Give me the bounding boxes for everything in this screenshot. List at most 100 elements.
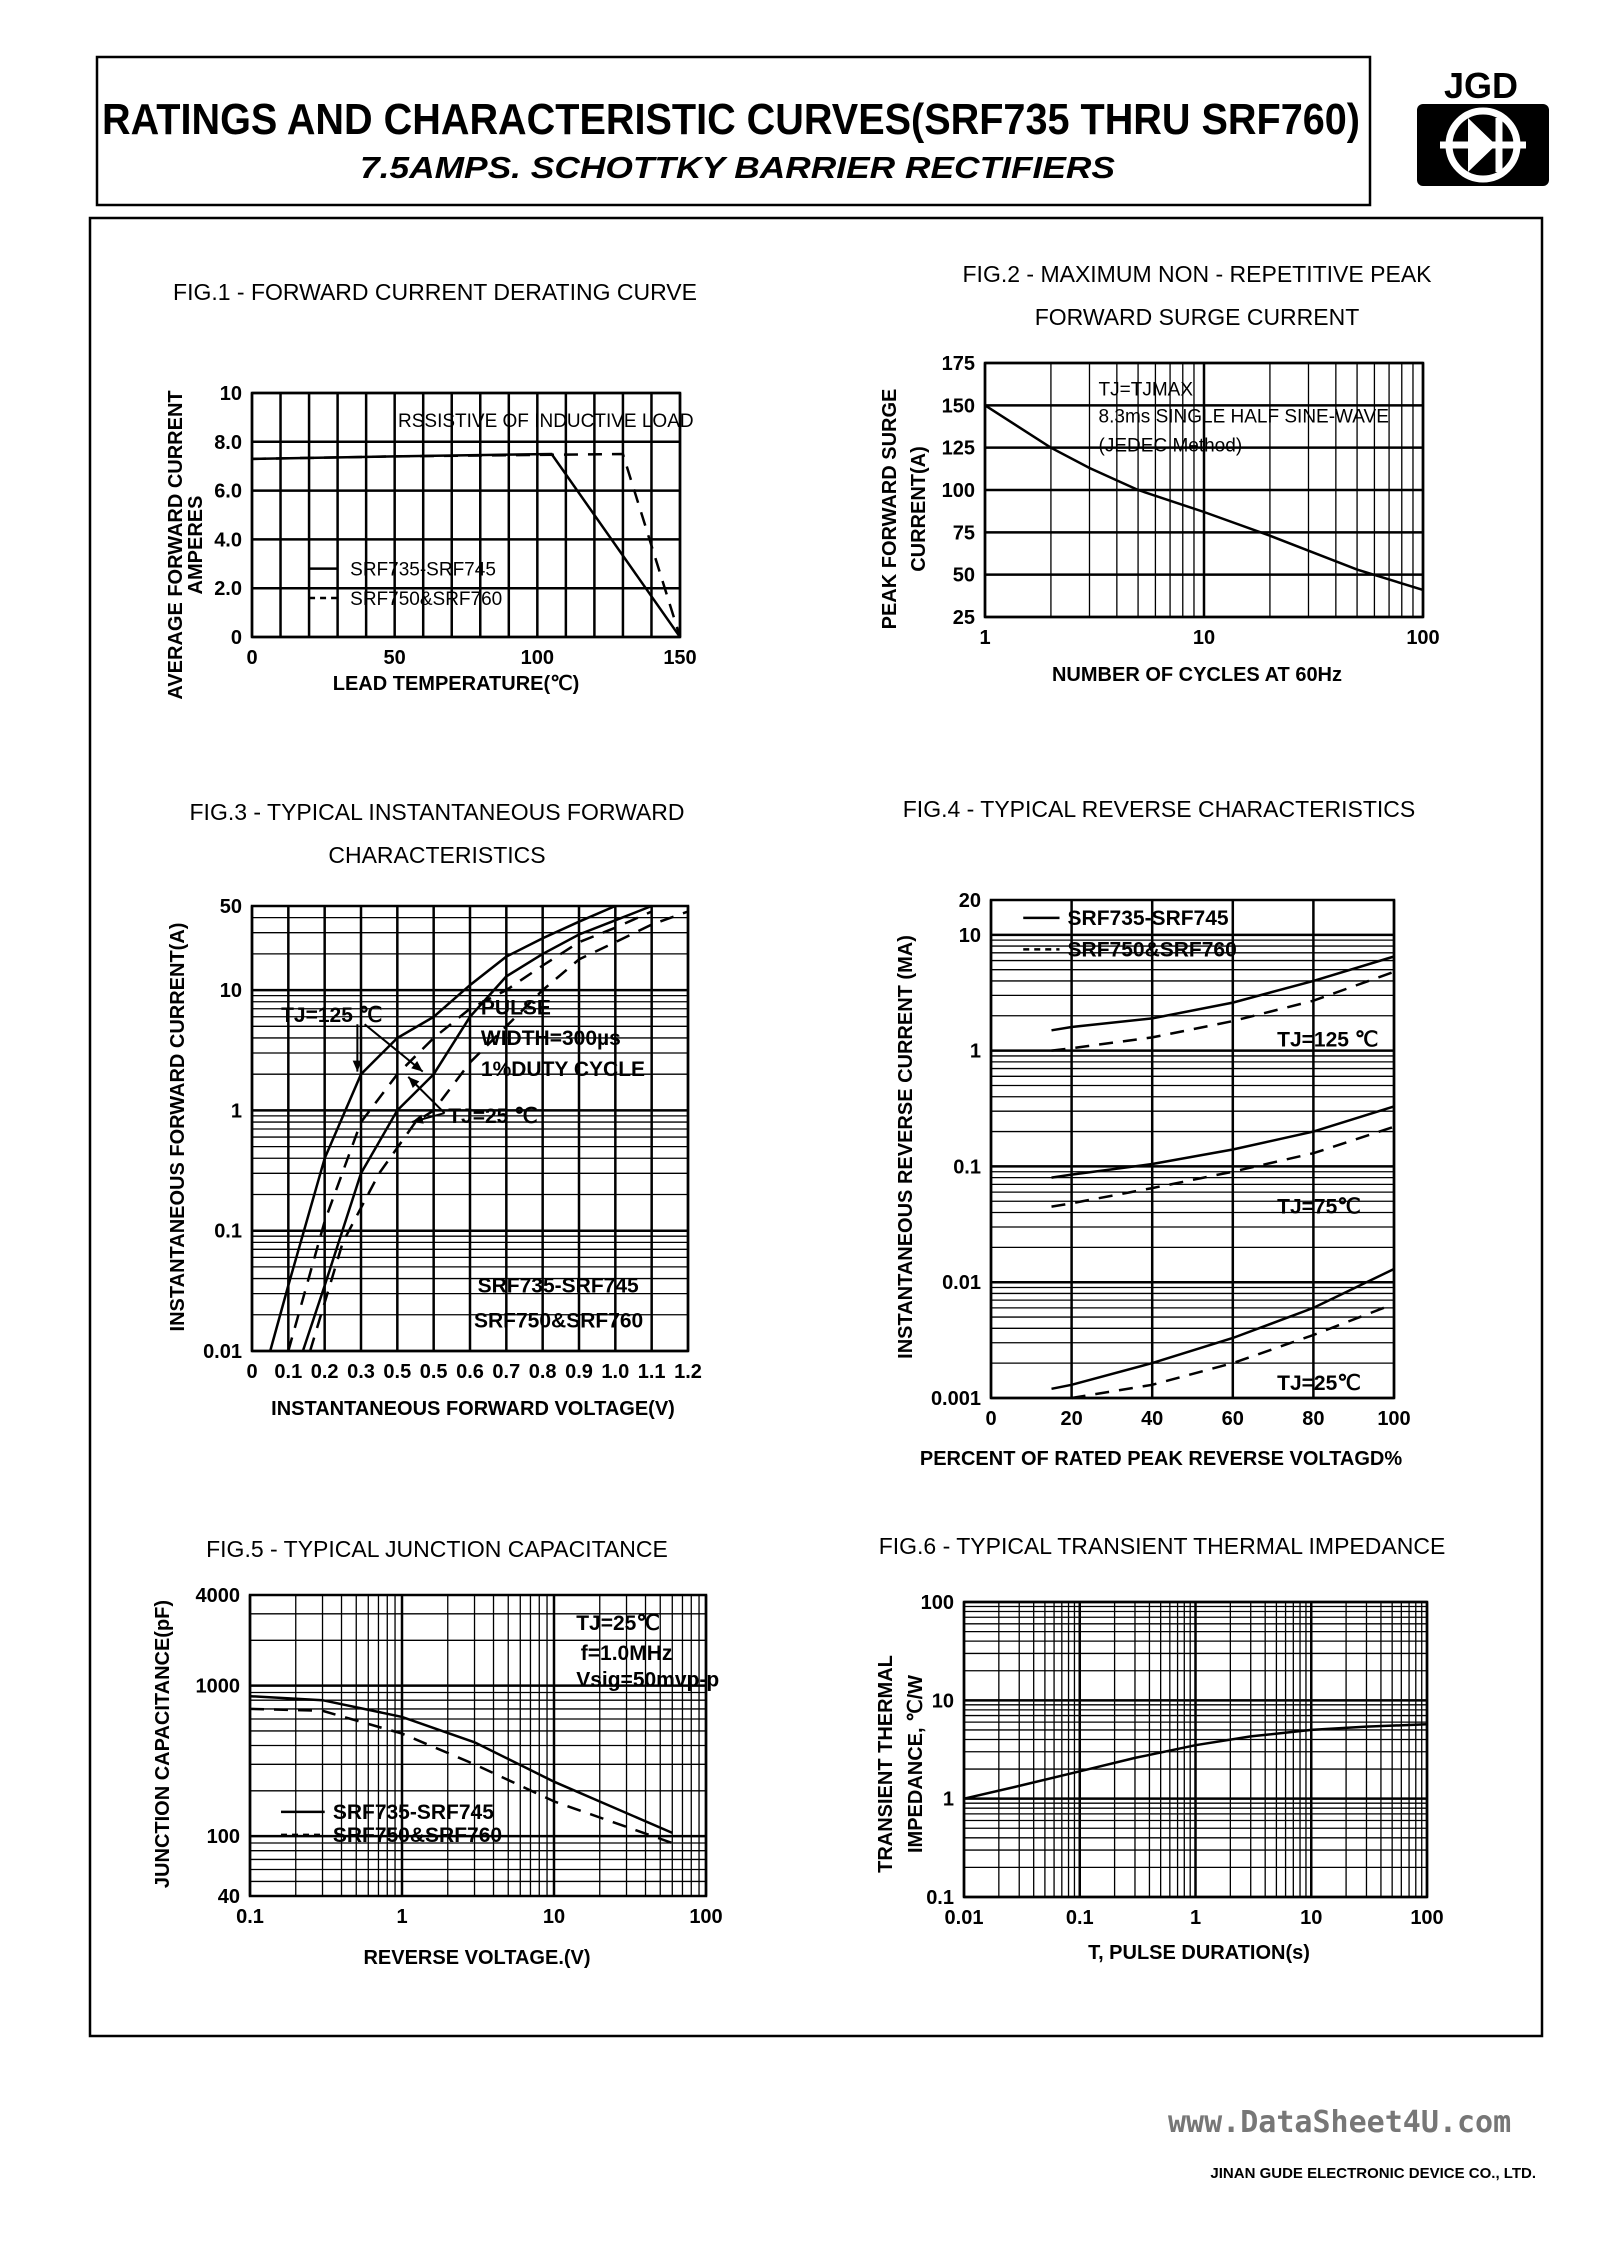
y-tick-label: 0.001 — [931, 1388, 981, 1410]
y-tick-label: 1 — [943, 1789, 954, 1811]
chart-title: FIG.3 - TYPICAL INSTANTANEOUS FORWARD — [190, 799, 685, 825]
x-tick-label: 0.5 — [383, 1361, 411, 1383]
x-tick-label: 1.2 — [674, 1361, 702, 1383]
y-tick-label: 100 — [207, 1826, 240, 1848]
plot-frame — [962, 1600, 1429, 1899]
x-tick-label: 0 — [985, 1408, 996, 1430]
series-line-dashed — [1071, 1302, 1395, 1400]
x-tick-label: 1 — [979, 627, 990, 649]
x-axis-label: NUMBER OF CYCLES AT 60Hz — [1052, 664, 1342, 686]
y-tick-label: 1 — [231, 1100, 242, 1122]
annotation: f=1.0MHz — [581, 1642, 673, 1665]
diode-triangle — [1468, 118, 1496, 172]
x-tick-label: 0.8 — [529, 1361, 557, 1383]
y-tick-label: 0.1 — [953, 1156, 981, 1178]
y-tick-label: 125 — [942, 438, 975, 460]
annotation: TJ=TJMAX — [1099, 379, 1194, 400]
y-tick-label: 10 — [220, 980, 242, 1002]
annotation: (JEDEC Method) — [1099, 435, 1243, 456]
x-axis-label: LEAD TEMPERATURE(℃) — [333, 673, 580, 695]
y-axis-label: JUNCTION CAPACITANCE(pF) — [152, 1600, 174, 1888]
y-tick-label: 0.01 — [203, 1341, 242, 1363]
series-line-solid — [249, 1694, 673, 1835]
arrowhead-icon — [352, 1060, 363, 1072]
annotation: TJ=25 ℃ — [448, 1105, 538, 1128]
x-tick-label: 1.0 — [601, 1361, 629, 1383]
x-tick-label: 0.5 — [420, 1361, 448, 1383]
page-subtitle: 7.5AMPS. SCHOTTKY BARRIER RECTIFIERS — [360, 150, 1115, 185]
x-tick-label: 1 — [1190, 1907, 1201, 1929]
annotation: 1%DUTY CYCLE — [481, 1058, 645, 1081]
series-line-dashed — [249, 1707, 673, 1845]
series-line-solid — [1051, 955, 1395, 1032]
x-tick-label: 150 — [663, 647, 696, 669]
header-box — [95, 55, 1372, 207]
chart-title: CHARACTERISTICS — [328, 842, 545, 868]
plot-frame — [248, 1593, 708, 1898]
y-tick-label: 50 — [220, 896, 242, 918]
grid — [962, 1600, 1429, 1899]
y-tick-label: 1 — [970, 1041, 981, 1063]
annotation: Vsig=50mvp-p — [576, 1668, 719, 1691]
y-tick-label: 10 — [220, 383, 242, 405]
grid — [248, 1594, 708, 1897]
annotation: PULSE — [481, 996, 551, 1019]
chart-title: FIG.2 - MAXIMUM NON - REPETITIVE PEAK — [963, 261, 1433, 287]
x-tick-label: 100 — [521, 647, 554, 669]
grid — [989, 899, 1396, 1400]
chart-title: FIG.6 - TYPICAL TRANSIENT THERMAL IMPEDA… — [879, 1533, 1446, 1559]
plot-frame — [250, 391, 682, 639]
x-axis-label: REVERSE VOLTAGE.(V) — [363, 1947, 590, 1969]
annotation: TJ=125 ℃ — [1277, 1028, 1378, 1051]
legend-label: SRF750&SRF760 — [474, 1309, 643, 1332]
x-tick-label: 40 — [1141, 1408, 1163, 1430]
annotation: TJ=25℃ — [576, 1612, 660, 1635]
y-tick-label: 100 — [921, 1592, 954, 1614]
y-tick-label: 20 — [959, 890, 981, 912]
y-tick-label: 10 — [932, 1690, 954, 1712]
page-title: RATINGS AND CHARACTERISTIC CURVES(SRF735… — [102, 95, 1360, 144]
x-tick-label: 0.01 — [945, 1907, 984, 1929]
legend-label: SRF750&SRF760 — [350, 589, 502, 610]
x-axis-label: T, PULSE DURATION(s) — [1088, 1942, 1310, 1964]
x-tick-label: 10 — [1193, 627, 1215, 649]
y-axis-label: INSTANTANEOUS FORWARD CURRENT(A) — [167, 923, 189, 1332]
chart-title: FIG.5 - TYPICAL JUNCTION CAPACITANCE — [206, 1536, 668, 1562]
y-tick-label: 0.01 — [942, 1272, 981, 1294]
x-axis-label: INSTANTANEOUS FORWARD VOLTAGE(V) — [271, 1398, 675, 1420]
series-line-solid — [963, 1723, 1428, 1800]
x-tick-label: 0.1 — [274, 1361, 302, 1383]
chart-fig4: 0 20 40 60 80 100 0.001 0.01 0.1 1 10 20 FIG.4 - TYP… — [895, 796, 1415, 1470]
x-tick-label: 0.1 — [1066, 1907, 1094, 1929]
series-line-dashed — [287, 910, 653, 1352]
x-axis-label: PERCENT OF RATED PEAK REVERSE VOLTAGD% — [920, 1448, 1402, 1470]
logo-text: JGD — [1444, 65, 1518, 106]
x-tick-label: 0.6 — [456, 1361, 484, 1383]
annotation: RSSISTIVE OF INDUCTIVE LOAD — [398, 411, 694, 432]
y-axis-label: IMPEDANCE, ℃/W — [905, 1675, 927, 1853]
chart-title: FIG.1 - FORWARD CURRENT DERATING CURVE — [173, 279, 697, 305]
x-tick-label: 100 — [1410, 1907, 1443, 1929]
y-axis-label: PEAK FORWARD SURGE — [879, 389, 901, 630]
x-tick-label: 60 — [1222, 1408, 1244, 1430]
y-tick-label: 75 — [953, 522, 975, 544]
x-tick-label: 1.1 — [638, 1361, 666, 1383]
arrowhead-icon — [411, 1061, 423, 1072]
logo: JGD — [1417, 65, 1549, 186]
watermark: www.DataSheet4U.com — [1168, 2105, 1511, 2140]
y-tick-label: 175 — [942, 353, 975, 375]
y-axis-label: AMPERES — [185, 496, 207, 595]
chart-title: FORWARD SURGE CURRENT — [1035, 304, 1360, 330]
arrowhead-icon — [411, 1114, 424, 1124]
annotation: TJ=75℃ — [1277, 1196, 1361, 1219]
x-tick-label: 20 — [1060, 1408, 1082, 1430]
company-name: JINAN GUDE ELECTRONIC DEVICE CO., LTD. — [1210, 2165, 1536, 2182]
chart-title: FIG.4 - TYPICAL REVERSE CHARACTERISTICS — [903, 796, 1416, 822]
y-axis-label: AVERAGE FORWARD CURRENT — [165, 390, 187, 699]
y-tick-label: 0.1 — [926, 1887, 954, 1909]
y-tick-label: 25 — [953, 607, 975, 629]
series-line-solid — [1051, 1105, 1395, 1179]
x-tick-label: 0 — [246, 647, 257, 669]
header: RATINGS AND CHARACTERISTIC CURVES(SRF735… — [95, 55, 1372, 207]
